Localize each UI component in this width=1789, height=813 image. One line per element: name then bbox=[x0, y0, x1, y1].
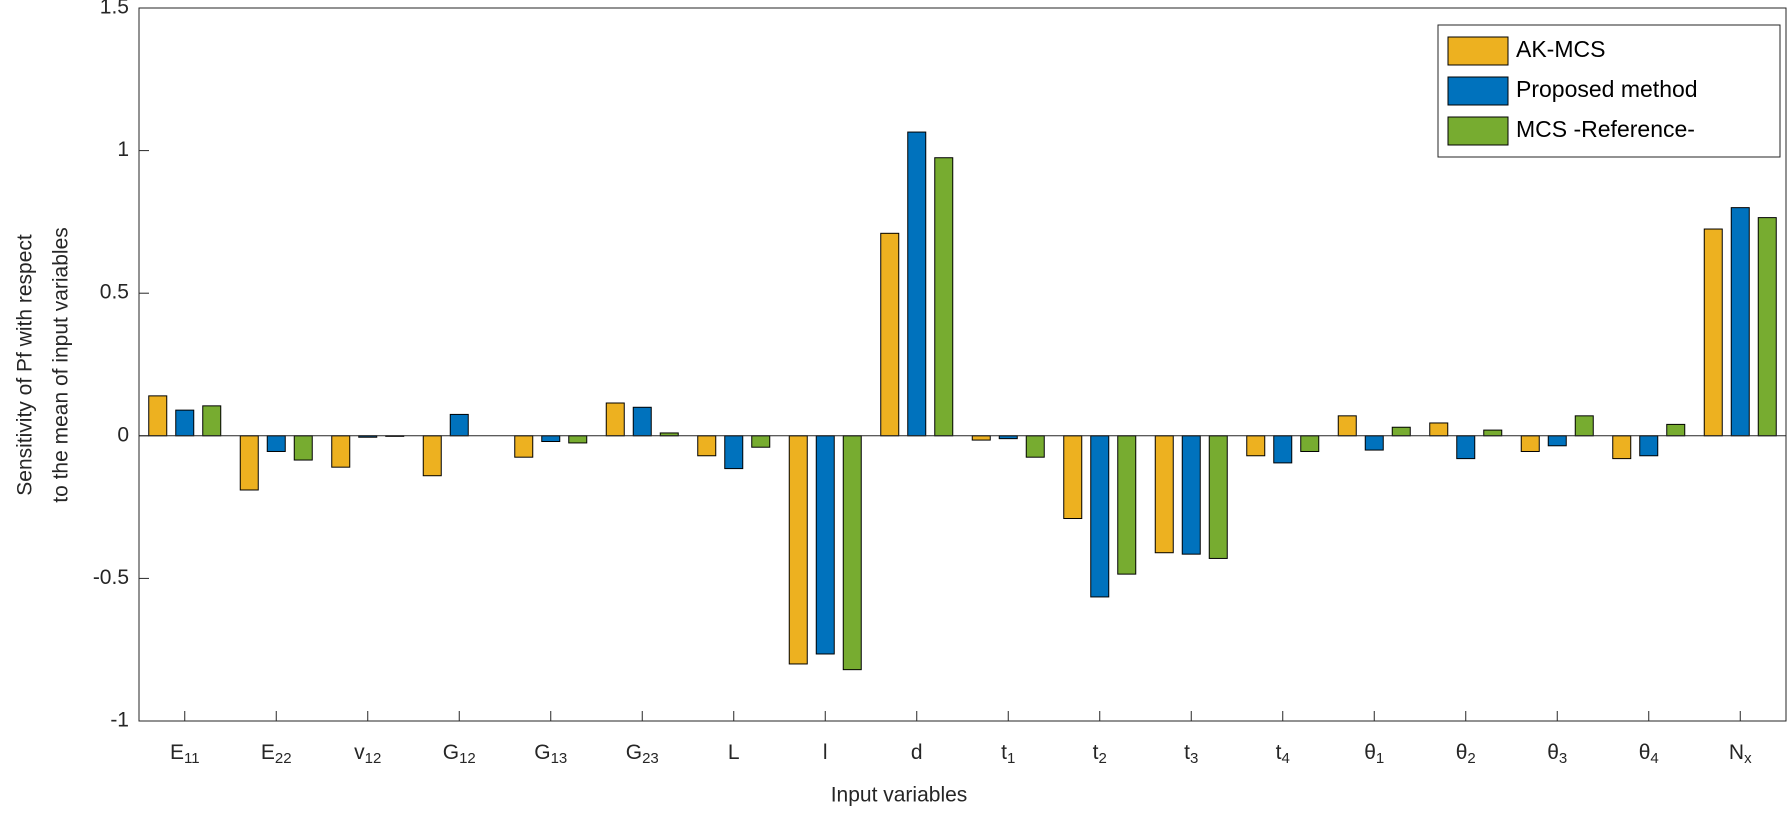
bar bbox=[1639, 435, 1659, 457]
bar bbox=[1666, 423, 1686, 437]
bar bbox=[1456, 435, 1476, 460]
bar bbox=[1300, 435, 1320, 452]
bar bbox=[815, 435, 835, 655]
bar bbox=[880, 232, 900, 437]
bar bbox=[202, 405, 222, 437]
y-tick-label: 1 bbox=[117, 138, 129, 161]
bar bbox=[1025, 435, 1045, 458]
bar bbox=[514, 435, 534, 458]
bar bbox=[1574, 415, 1594, 437]
bar bbox=[605, 402, 625, 437]
bar bbox=[175, 409, 195, 437]
plot-frame bbox=[138, 7, 1787, 722]
bar bbox=[568, 435, 588, 444]
bar bbox=[1273, 435, 1293, 464]
legend-label: Proposed method bbox=[1516, 76, 1698, 102]
x-tick-label: θ2 bbox=[1456, 741, 1476, 767]
bar bbox=[1208, 435, 1228, 559]
x-tick-label: t4 bbox=[1276, 741, 1290, 767]
bar bbox=[449, 413, 469, 437]
legend-label: MCS -Reference- bbox=[1516, 116, 1695, 142]
bar bbox=[1612, 435, 1632, 460]
bar bbox=[1520, 435, 1540, 452]
bar bbox=[1730, 207, 1750, 437]
x-tick-label: L bbox=[728, 741, 740, 764]
bar bbox=[1364, 435, 1384, 451]
x-tick-label: θ3 bbox=[1547, 741, 1567, 767]
bar bbox=[1117, 435, 1137, 575]
bar bbox=[1090, 435, 1110, 598]
x-tick-label: E11 bbox=[170, 741, 200, 767]
bar bbox=[541, 435, 561, 443]
bar bbox=[1181, 435, 1201, 555]
x-tick-label: G13 bbox=[534, 741, 567, 767]
bar bbox=[1063, 435, 1083, 520]
legend-swatch bbox=[1447, 36, 1509, 66]
x-tick-label: E22 bbox=[261, 741, 292, 767]
x-tick-label: G12 bbox=[443, 741, 476, 767]
bar bbox=[1547, 435, 1567, 447]
bar bbox=[422, 435, 442, 477]
legend-swatch bbox=[1447, 116, 1509, 146]
bar bbox=[1337, 415, 1357, 437]
y-tick-label: 1.5 bbox=[100, 0, 129, 19]
x-tick-label: t1 bbox=[1001, 741, 1015, 767]
bar bbox=[971, 435, 991, 441]
bar bbox=[934, 157, 954, 437]
bar bbox=[724, 435, 744, 470]
x-axis-label: Input variables bbox=[831, 784, 968, 807]
bar bbox=[907, 131, 927, 437]
x-tick-label: v12 bbox=[354, 741, 381, 767]
y-tick-label: -1 bbox=[110, 709, 129, 732]
bar bbox=[293, 435, 313, 461]
y-axis-label: to the mean of input variables bbox=[50, 227, 73, 503]
bar bbox=[751, 435, 771, 448]
bar bbox=[331, 435, 351, 468]
bar bbox=[632, 406, 652, 437]
bar bbox=[1483, 429, 1503, 437]
bar bbox=[1246, 435, 1266, 457]
y-tick-label: 0 bbox=[117, 423, 129, 446]
bar bbox=[788, 435, 808, 665]
y-tick-label: -0.5 bbox=[93, 566, 129, 589]
bar bbox=[148, 395, 168, 437]
bar bbox=[1154, 435, 1174, 554]
x-tick-label: θ4 bbox=[1639, 741, 1659, 767]
bar bbox=[1429, 422, 1449, 437]
bar bbox=[842, 435, 862, 671]
bar bbox=[1391, 426, 1411, 437]
x-tick-label: d bbox=[911, 741, 923, 764]
bar bbox=[1757, 217, 1777, 437]
bar bbox=[239, 435, 259, 491]
bar bbox=[697, 435, 717, 457]
legend-label: AK-MCS bbox=[1516, 36, 1605, 62]
x-tick-label: Nx bbox=[1729, 741, 1752, 767]
y-axis-label: Sensitivity of Pf with respect bbox=[14, 234, 37, 496]
x-tick-label: l bbox=[823, 741, 828, 764]
x-tick-label: θ1 bbox=[1364, 741, 1384, 767]
legend-swatch bbox=[1447, 76, 1509, 106]
x-tick-label: G23 bbox=[626, 741, 659, 767]
bar bbox=[1703, 228, 1723, 437]
x-tick-label: t3 bbox=[1184, 741, 1198, 767]
bar bbox=[266, 435, 286, 452]
x-tick-label: t2 bbox=[1093, 741, 1107, 767]
y-tick-label: 0.5 bbox=[100, 281, 129, 304]
